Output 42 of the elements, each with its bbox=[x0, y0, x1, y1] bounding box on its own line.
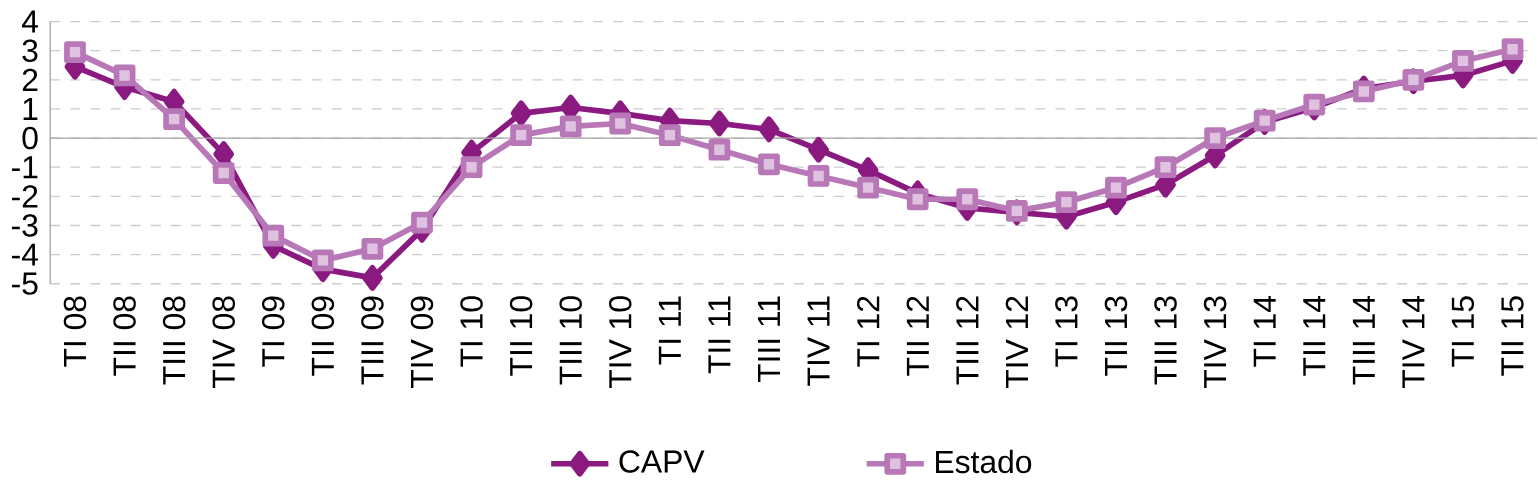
x-tick-label: TII 11 bbox=[708, 296, 731, 374]
x-tick-label: TI 13 bbox=[1055, 296, 1078, 367]
x-tick-label: TIV 08 bbox=[212, 296, 235, 388]
x-tick-label: TII 09 bbox=[311, 296, 335, 376]
y-tick-label: -5 bbox=[12, 272, 38, 295]
x-tick-label: TIII 13 bbox=[1154, 296, 1177, 385]
legend-label: CAPV bbox=[619, 450, 705, 473]
x-tick-label: TIII 12 bbox=[956, 296, 979, 385]
x-tick-label: TII 10 bbox=[509, 296, 533, 376]
x-tick-label: TII 15 bbox=[1501, 296, 1524, 376]
x-tick-label: TIV 13 bbox=[1203, 296, 1227, 388]
x-tick-label: TI 12 bbox=[857, 296, 880, 367]
x-tick-label: TIII 09 bbox=[361, 296, 384, 385]
x-tick-label: TIII 10 bbox=[559, 296, 582, 385]
x-tick-label: TI 08 bbox=[63, 296, 87, 367]
y-tick-label: 3 bbox=[22, 39, 38, 62]
x-tick-label: TI 09 bbox=[261, 296, 285, 367]
x-tick-label: TIII 08 bbox=[162, 296, 186, 385]
x-tick-label: TI 15 bbox=[1451, 296, 1475, 367]
y-tick-label: -4 bbox=[12, 243, 38, 266]
x-tick-label: TI 10 bbox=[460, 296, 483, 367]
x-tick-label: TIV 14 bbox=[1402, 295, 1425, 388]
x-tick-label: TI 14 bbox=[1253, 295, 1276, 367]
x-tick-label: TIII 14 bbox=[1352, 295, 1375, 385]
x-tick-label: TIV 11 bbox=[807, 296, 830, 386]
x-tick-label: TII 14 bbox=[1303, 295, 1326, 376]
y-tick-label: 0 bbox=[22, 126, 38, 150]
legend-label: Estado bbox=[936, 449, 1032, 474]
y-tick-label: -1 bbox=[12, 156, 38, 179]
y-tick-label: 1 bbox=[23, 97, 38, 120]
x-tick-label: TII 08 bbox=[113, 296, 136, 376]
x-tick-label: TIV 12 bbox=[1005, 296, 1028, 388]
x-tick-label: TII 12 bbox=[906, 296, 929, 376]
y-tick-label: -3 bbox=[12, 214, 38, 237]
x-tick-label: TIII 11 bbox=[758, 296, 780, 383]
x-tick-label: TIV 10 bbox=[608, 296, 632, 388]
y-tick-label: 2 bbox=[22, 68, 38, 91]
y-tick-label: -2 bbox=[12, 185, 38, 208]
x-tick-label: TI 11 bbox=[658, 296, 681, 365]
x-tick-label: TII 13 bbox=[1104, 296, 1128, 376]
y-tick-label: 4 bbox=[21, 10, 38, 33]
x-tick-label: TIV 09 bbox=[410, 296, 434, 388]
